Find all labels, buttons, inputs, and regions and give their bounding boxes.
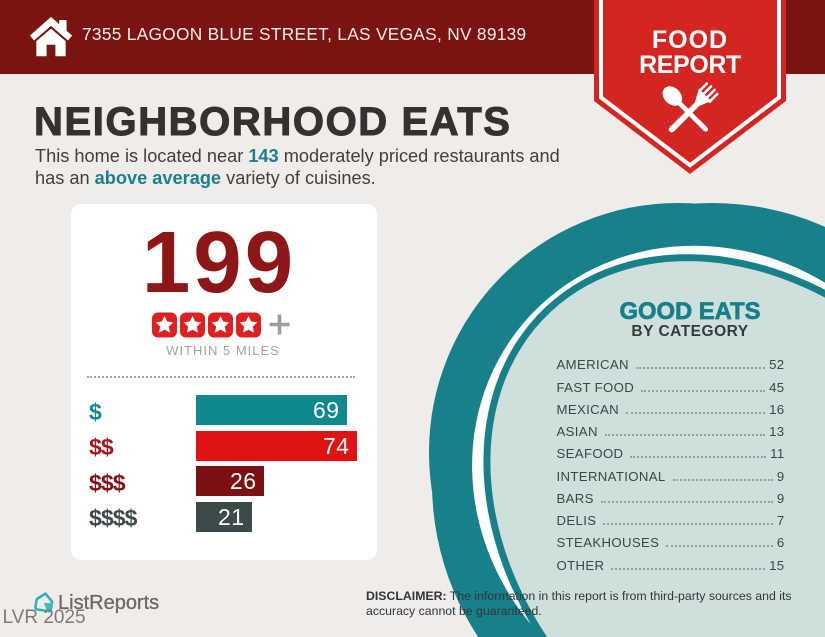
svg-text:REPORT: REPORT bbox=[639, 51, 741, 79]
svg-text:FOOD: FOOD bbox=[652, 26, 728, 54]
